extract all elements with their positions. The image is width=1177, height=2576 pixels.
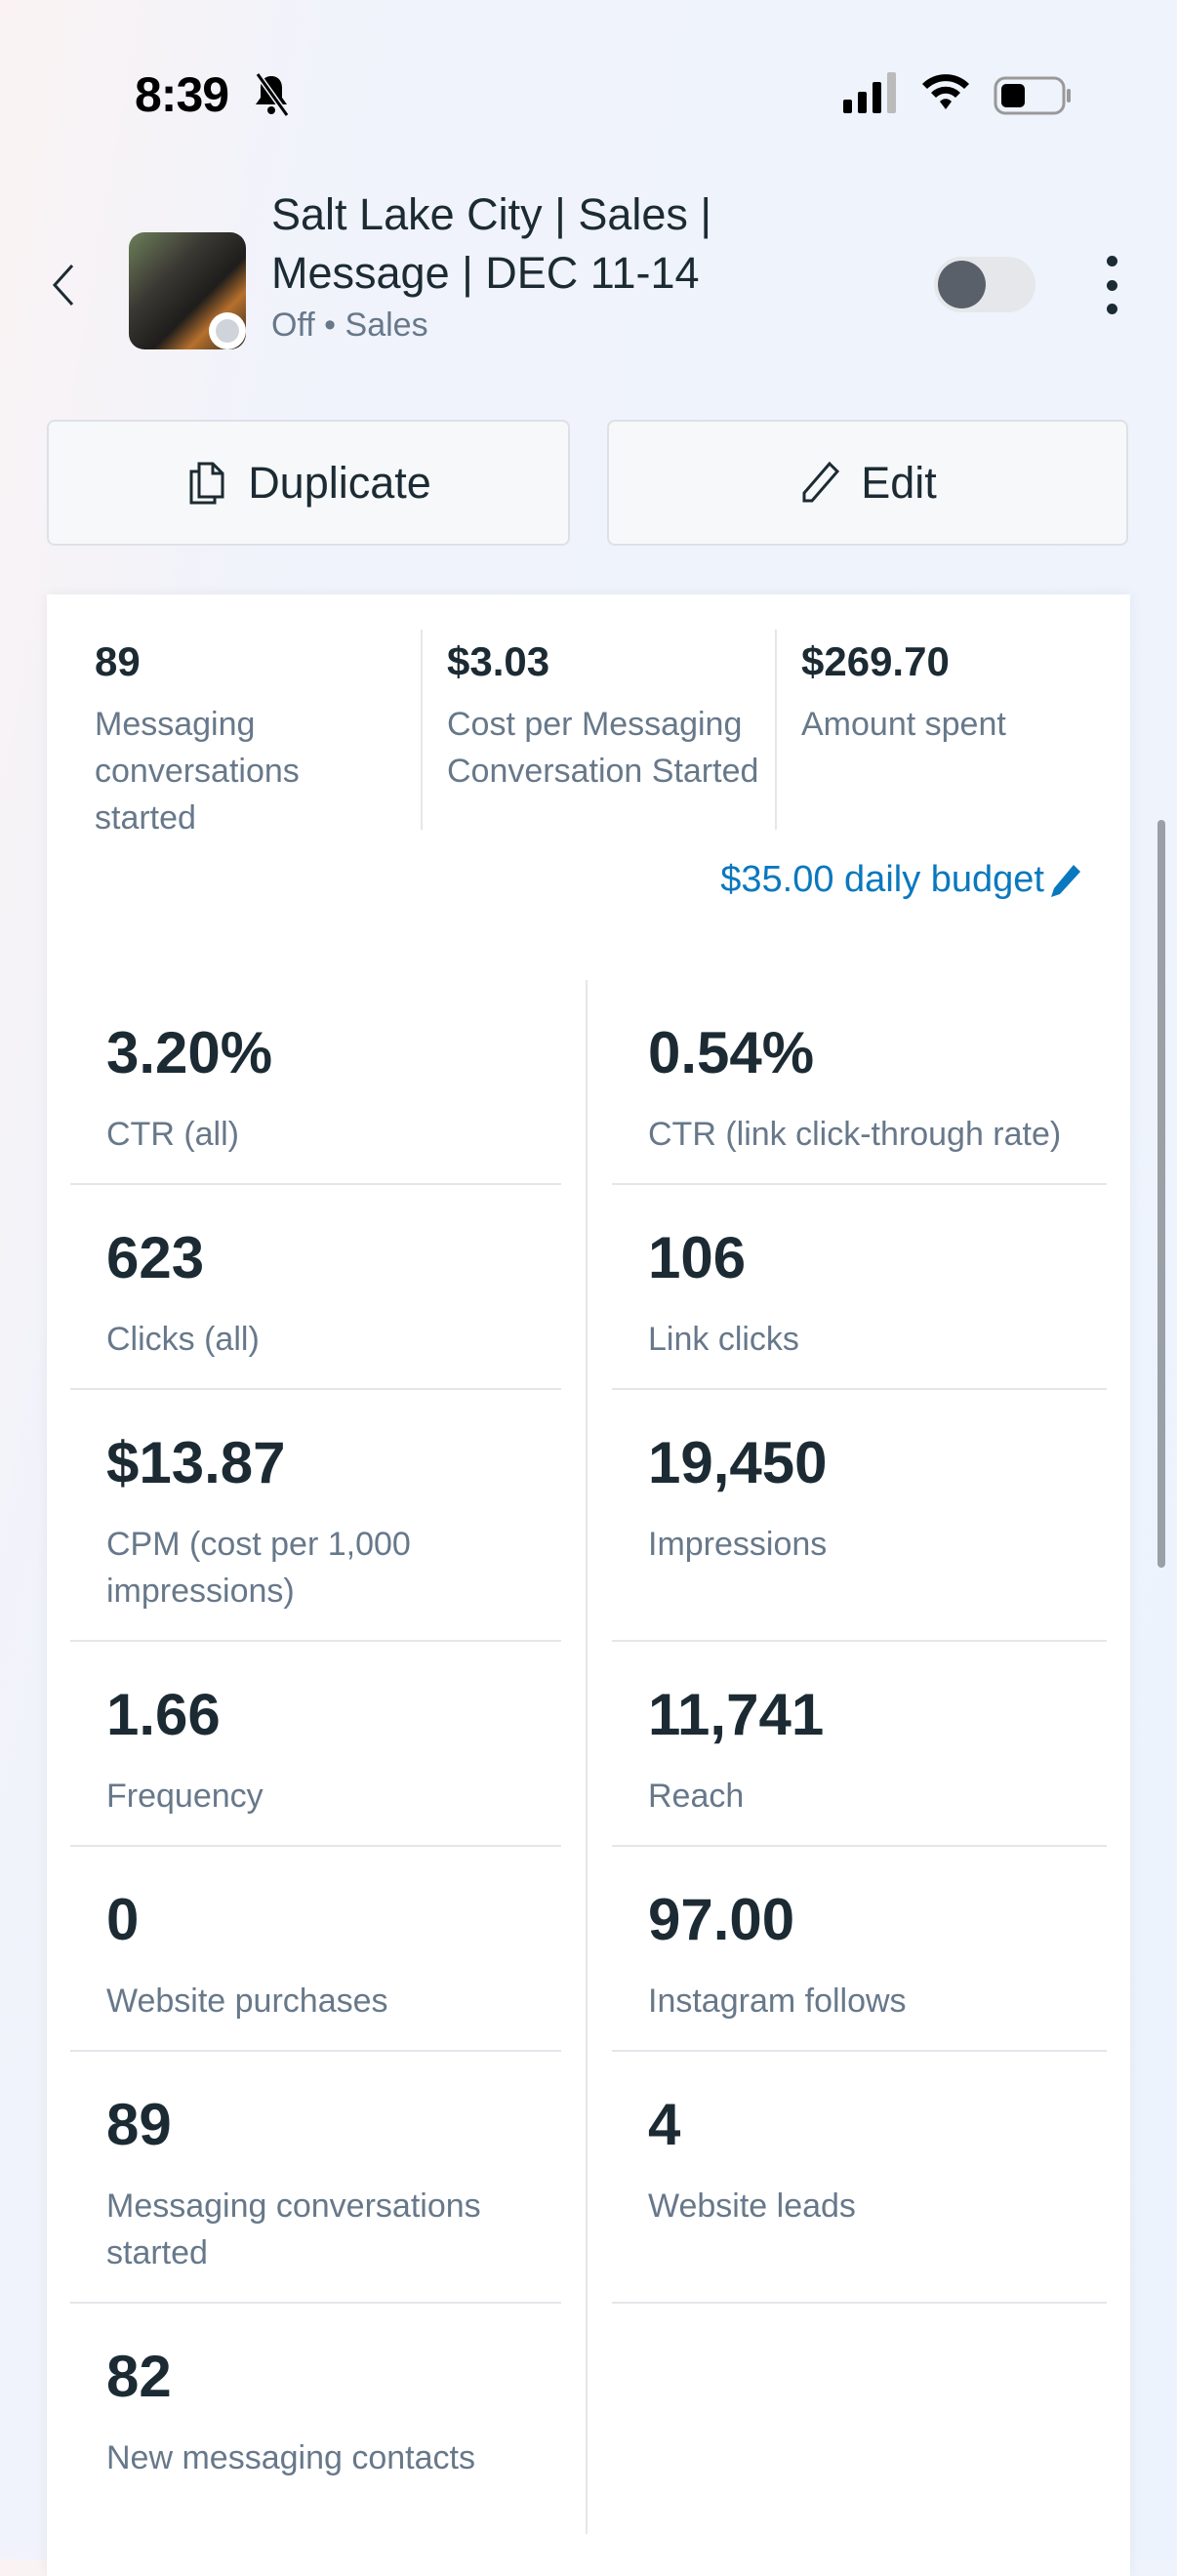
metric-cell: $13.87 CPM (cost per 1,000 impressions) [70,1390,561,1642]
metric-value: 0.54% [648,1020,815,1085]
daily-budget-link[interactable]: $35.00 daily budget [720,859,1083,901]
metric-cell: 19,450 Impressions [612,1390,1107,1642]
status-time: 8:39 [135,67,229,122]
metric-label: Website purchases [106,1983,388,2020]
scrollbar[interactable] [1157,820,1165,1568]
metric-value: 97.00 [648,1887,795,1952]
metric-label: Clicks (all) [106,1321,260,1358]
summary-divider [775,630,777,830]
summary-label: Amount spent [801,706,1006,743]
ad-status: Off [271,307,315,344]
metric-label: Website leads [648,2188,856,2225]
metric-value: 106 [648,1225,747,1290]
status-dot-icon [209,312,246,349]
metrics-grid: 3.20% CTR (all) 0.54% CTR (link click-throu… [70,980,1107,2507]
metric-label: Link clicks [648,1321,799,1358]
back-chevron-icon[interactable] [49,262,78,308]
summary-divider [421,630,423,830]
metric-value: 11,741 [648,1682,825,1747]
metric-label: Instagram follows [648,1983,907,2020]
metric-cell: 0.54% CTR (link click-through rate) [612,980,1107,1185]
metric-label: Frequency [106,1778,264,1815]
metric-value: 82 [106,2344,172,2409]
summary-cost-per-conversation: $3.03 Cost per Messaging Conversation Sta… [447,633,769,795]
metric-value: 0 [106,1887,140,1952]
ad-insights-card [47,594,1130,2576]
ad-title: Salt Lake City | Sales | Message | DEC 1… [271,189,712,298]
metric-label: CTR (all) [106,1116,239,1153]
edit-button[interactable]: Edit [607,420,1128,546]
summary-value: 89 [95,638,141,684]
metric-cell: 3.20% CTR (all) [70,980,561,1185]
metric-value: 4 [648,2092,681,2157]
metric-cell: 0 Website purchases [70,1847,561,2052]
metric-cell: 97.00 Instagram follows [612,1847,1107,2052]
battery-icon [994,76,1071,115]
metric-label: Messaging conversations started [106,2188,481,2271]
pencil-icon [802,461,840,502]
metric-value: $13.87 [106,1430,286,1495]
ad-objective: Sales [345,307,428,344]
metric-cell-empty [612,2304,1107,2507]
metric-cell: 106 Link clicks [612,1185,1107,1390]
edit-pencil-icon [1051,864,1080,897]
more-options-icon[interactable] [1101,256,1122,314]
metric-value: 89 [106,2092,172,2157]
metric-label: Impressions [648,1526,828,1563]
wifi-icon [922,74,969,109]
summary-label: Cost per Messaging Conversation Started [447,706,759,790]
summary-label: Messaging conversations started [95,706,300,837]
metric-value: 623 [106,1225,205,1290]
cellular-signal-icon [843,72,896,113]
metric-label: New messaging contacts [106,2439,475,2476]
budget-label: $35.00 daily budget [720,859,1044,900]
summary-conversations: 89 Messaging conversations started [95,633,407,841]
metric-cell: 82 New messaging contacts [70,2304,561,2507]
summary-value: $269.70 [801,638,950,684]
metric-value: 1.66 [106,1682,221,1747]
metric-cell: 89 Messaging conversations started [70,2052,561,2304]
silent-bell-icon [255,72,290,117]
metric-label: Reach [648,1778,745,1815]
ad-subtitle: Off • Sales [271,307,428,344]
metric-cell: 11,741 Reach [612,1642,1107,1847]
metric-label: CTR (link click-through rate) [648,1116,1062,1153]
duplicate-icon [189,462,224,504]
summary-value: $3.03 [447,638,550,684]
metric-cell: 1.66 Frequency [70,1642,561,1847]
duplicate-label: Duplicate [248,457,431,508]
summary-amount-spent: $269.70 Amount spent [801,633,1114,748]
ad-on-off-toggle[interactable] [934,257,1035,312]
metric-label: CPM (cost per 1,000 impressions) [106,1526,411,1610]
metric-value: 19,450 [648,1430,828,1495]
metric-cell: 4 Website leads [612,2052,1107,2304]
metric-cell: 623 Clicks (all) [70,1185,561,1390]
duplicate-button[interactable]: Duplicate [47,420,570,546]
metric-value: 3.20% [106,1020,273,1085]
edit-label: Edit [861,457,937,508]
metrics-divider [586,980,588,2534]
